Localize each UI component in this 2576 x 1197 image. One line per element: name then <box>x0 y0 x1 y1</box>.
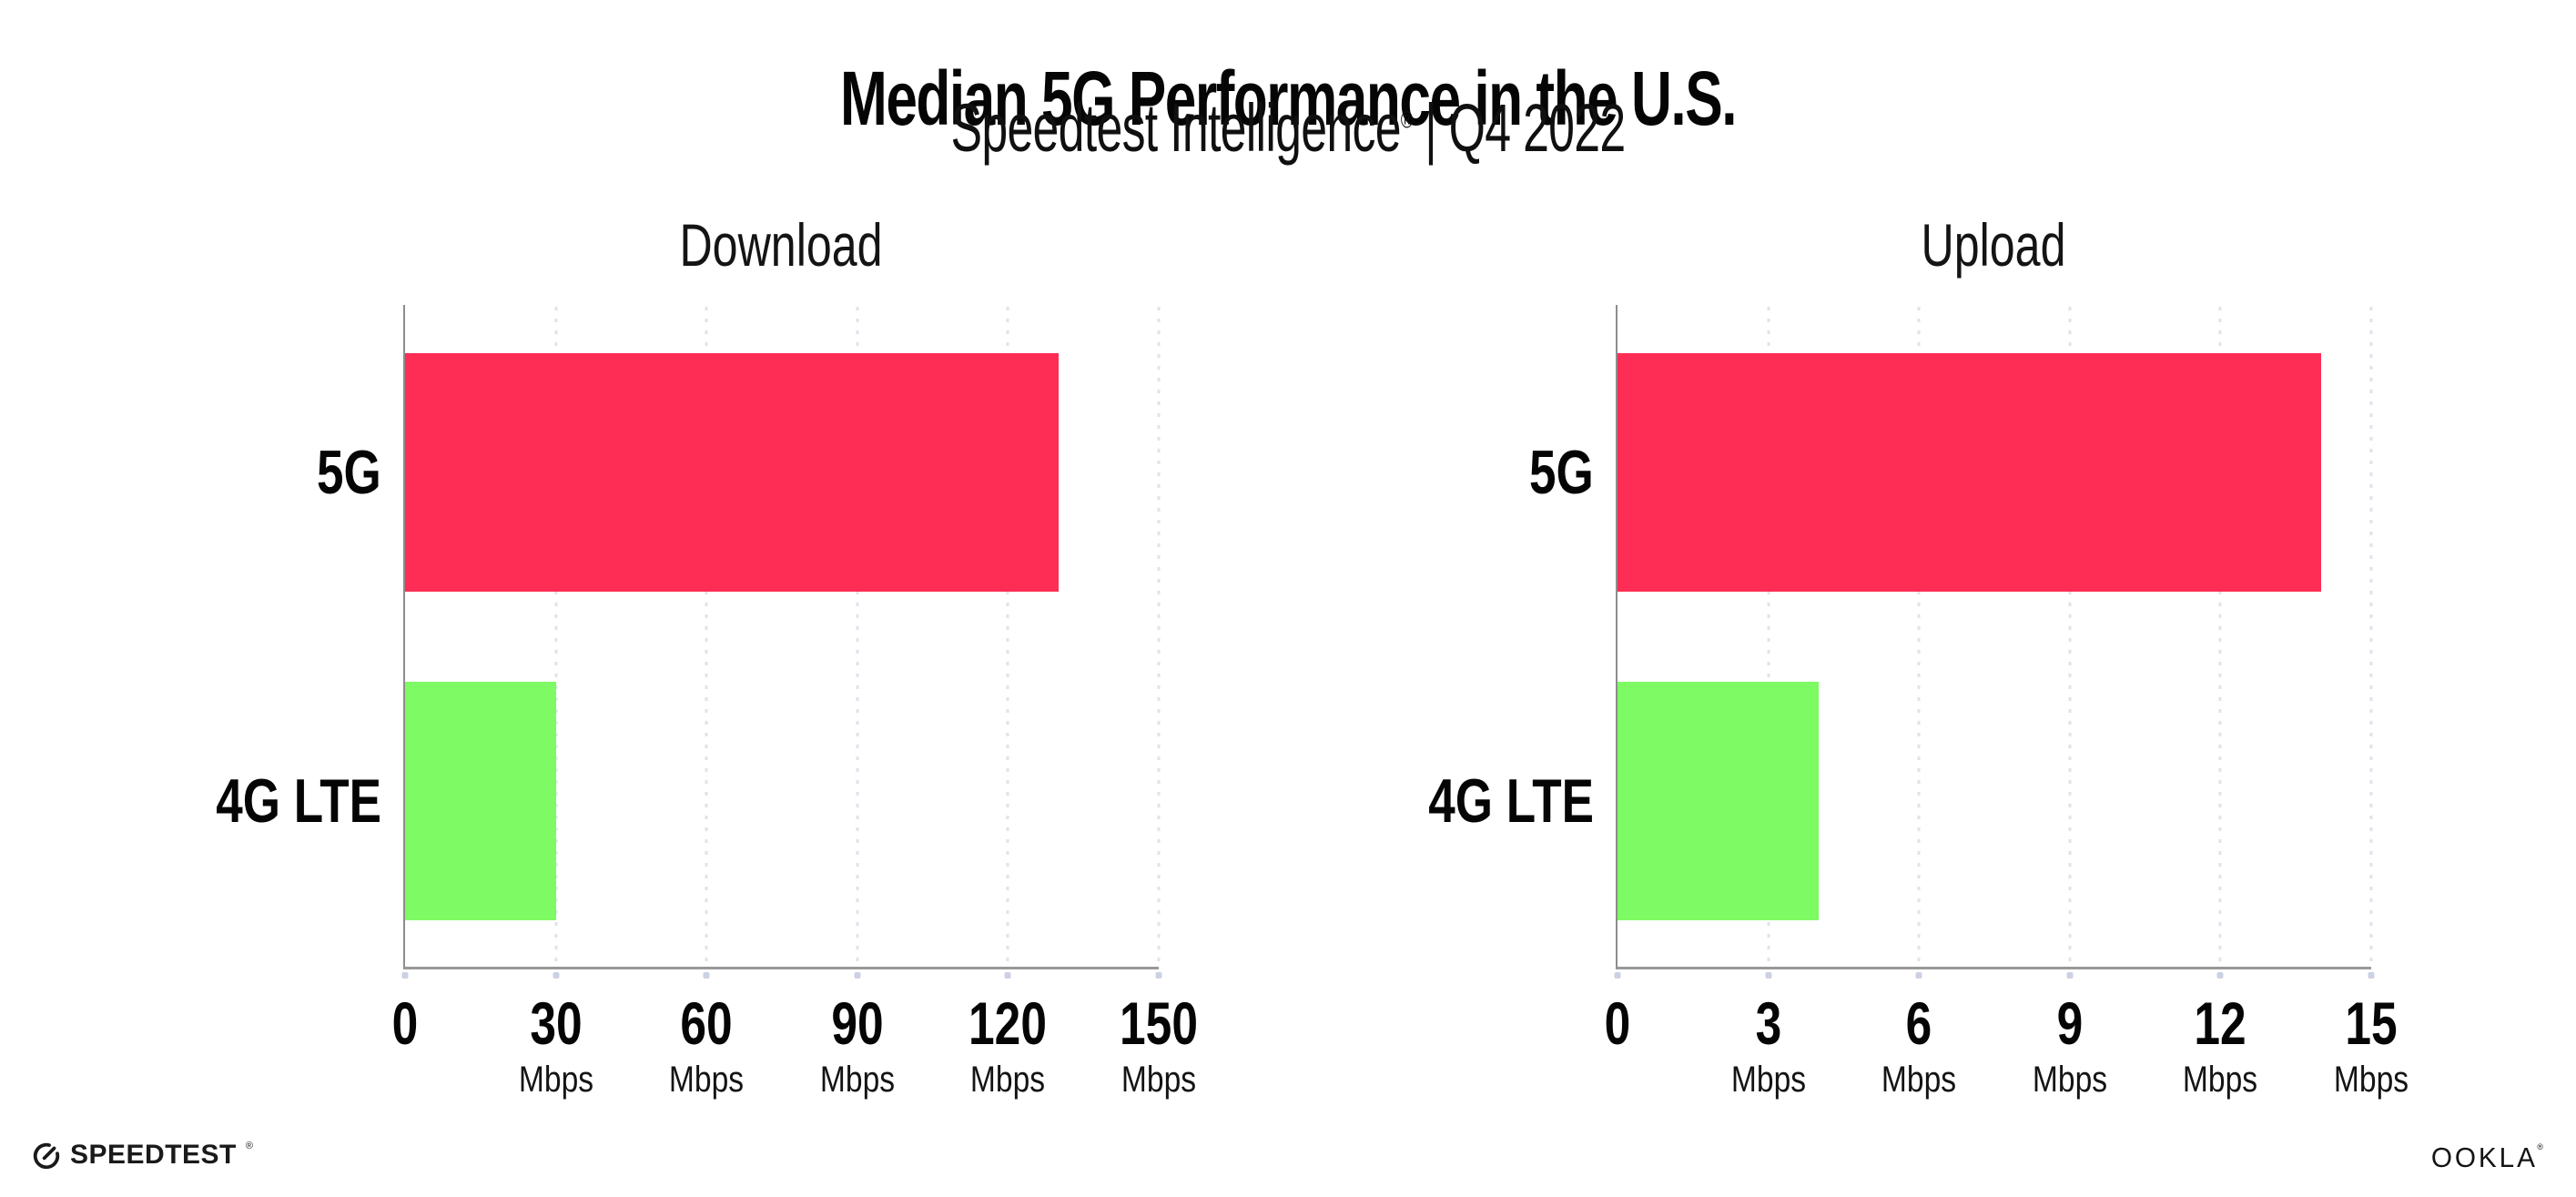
speedtest-gauge-icon <box>33 1142 60 1170</box>
gridline <box>1767 307 1770 967</box>
registered-mark-icon: ® <box>1400 106 1413 134</box>
x-tick-unit: Mbps <box>819 1060 895 1100</box>
category-label: 4G LTE <box>216 766 381 837</box>
gridline <box>2369 307 2373 967</box>
gridline <box>2068 307 2072 967</box>
speedtest-logo: SPEEDTEST ® <box>31 1140 253 1171</box>
upload-plot-area: 0 3 Mbps 6 Mbps 9 Mbps 12 Mbps 15 Mbps 5G 4G LTE <box>1428 305 2409 1100</box>
x-tick-label: 60 <box>680 989 733 1057</box>
category-label: 4G LTE <box>1428 766 1594 837</box>
x-tick-label: 0 <box>1604 989 1631 1057</box>
x-tick-label: 9 <box>2056 989 2084 1057</box>
x-tick-label: 0 <box>391 989 419 1057</box>
bar-4g-lte <box>1618 682 1819 921</box>
bar-4g-lte <box>405 682 556 921</box>
category-label: 5G <box>1529 437 1594 507</box>
x-tick-label: 3 <box>1755 989 1781 1057</box>
upload-chart-title: Upload <box>1921 211 2066 279</box>
x-tick-label: 150 <box>1120 989 1198 1057</box>
ookla-registered-mark-icon: ® <box>2537 1142 2543 1151</box>
axis-tick-dot <box>1155 972 1162 979</box>
gridline <box>1006 307 1009 967</box>
speedtest-wordmark: SPEEDTEST <box>70 1140 237 1170</box>
subtitle-brand: Speedtest Intelligence <box>950 90 1401 166</box>
download-chart: Download 0 30 Mbps 60 Mbps 90 Mbps 120 Mbps 150 Mb… <box>216 211 1198 1100</box>
axis-tick-dot <box>1765 972 1772 979</box>
axis-tick-dot <box>401 972 409 979</box>
x-tick-unit: Mbps <box>518 1060 593 1100</box>
ookla-wordmark: OOKLA <box>2430 1141 2538 1173</box>
upload-chart: Upload 0 3 Mbps 6 Mbps 9 Mbps 12 Mbps 15 Mbps 5G 4G … <box>1428 211 2409 1100</box>
x-tick-label: 120 <box>969 989 1048 1057</box>
page-subtitle: Speedtest Intelligence® | Q4 2022 <box>387 89 2190 167</box>
gridline <box>856 307 859 967</box>
axis-tick-dot <box>2368 972 2375 979</box>
bar-5g <box>1618 353 2321 592</box>
axis-tick-dot <box>553 972 560 979</box>
x-tick-unit: Mbps <box>1730 1060 1806 1100</box>
x-tick-unit: Mbps <box>669 1060 745 1100</box>
gridline <box>705 307 708 967</box>
download-plot-area: 0 30 Mbps 60 Mbps 90 Mbps 120 Mbps 150 Mbps 5G 4G LT… <box>216 305 1198 1100</box>
axis-tick-dot <box>1915 972 1922 979</box>
x-tick-label: 90 <box>831 989 884 1057</box>
gridline <box>2218 307 2222 967</box>
page-title: Median 5G Performance in the U.S. <box>840 56 1737 142</box>
x-tick-label: 6 <box>1905 989 1932 1057</box>
axis-tick-dot <box>2216 972 2224 979</box>
x-tick-label: 30 <box>529 989 583 1057</box>
x-tick-unit: Mbps <box>1121 1060 1197 1100</box>
axis-tick-dot <box>1614 972 1621 979</box>
axis-tick-dot <box>1004 972 1011 979</box>
x-tick-unit: Mbps <box>2032 1060 2107 1100</box>
gridline <box>1917 307 1921 967</box>
gridline <box>1157 307 1161 967</box>
x-tick-unit: Mbps <box>970 1060 1046 1100</box>
x-tick-unit: Mbps <box>1881 1060 1957 1100</box>
ookla-logo: OOKLA ® <box>2427 1141 2543 1174</box>
category-label: 5G <box>317 437 381 507</box>
speedtest-registered-mark-icon: ® <box>245 1141 253 1151</box>
subtitle-period: | Q4 2022 <box>1412 90 1626 166</box>
axis-tick-dot <box>2066 972 2074 979</box>
axis-tick-dot <box>703 972 710 979</box>
gridline <box>554 307 558 967</box>
x-tick-unit: Mbps <box>2183 1060 2258 1100</box>
x-tick-label: 12 <box>2194 989 2247 1057</box>
x-tick-unit: Mbps <box>2333 1060 2409 1100</box>
x-tick-label: 15 <box>2345 989 2398 1057</box>
download-chart-title: Download <box>679 211 883 279</box>
bar-5g <box>405 353 1059 592</box>
axis-tick-dot <box>854 972 861 979</box>
